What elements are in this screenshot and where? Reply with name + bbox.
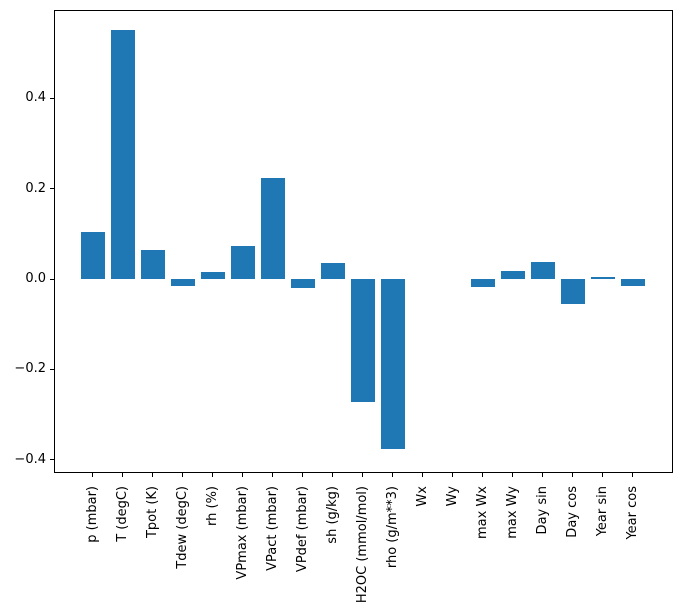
y-tick-mark	[50, 368, 54, 370]
bar-day-sin	[530, 261, 555, 280]
x-tick-mark	[632, 473, 633, 477]
y-tick-mark	[50, 459, 54, 461]
x-tick-label-text: Day sin	[534, 486, 550, 535]
x-tick-mark	[122, 473, 123, 477]
bar-year-cos	[620, 279, 645, 287]
x-tick-mark	[272, 473, 273, 477]
bar-rho-g-m-3	[380, 279, 405, 450]
x-tick-label-text: Tpot (K)	[144, 486, 160, 539]
bar-year-sin	[590, 277, 615, 280]
x-tick-mark	[392, 473, 393, 477]
bar-max-wy	[500, 270, 525, 279]
x-tick-mark	[572, 473, 573, 477]
y-tick-mark	[50, 97, 54, 99]
x-tick-label-text: max Wy	[504, 486, 520, 539]
x-tick-mark	[422, 473, 423, 477]
x-tick-label-text: H2OC (mmol/mol)	[354, 486, 370, 604]
bar-vpact-mbar	[260, 178, 285, 280]
x-tick-mark	[542, 473, 543, 477]
x-tick-mark	[242, 473, 243, 477]
bar-h2oc-mmol-mol	[350, 279, 375, 402]
x-tick-label-text: Year cos	[624, 486, 640, 540]
bar-tpot-k	[140, 250, 165, 280]
x-tick-mark	[302, 473, 303, 477]
x-tick-label-text: p (mbar)	[84, 486, 100, 543]
bar-max-wx	[470, 279, 495, 287]
bar-vpdef-mbar	[290, 279, 315, 288]
bar-rh	[200, 271, 225, 280]
x-tick-label-text: VPdef (mbar)	[294, 486, 310, 573]
x-tick-label-text: sh (g/kg)	[324, 486, 340, 544]
bar-p-mbar	[80, 231, 105, 280]
x-tick-mark	[512, 473, 513, 477]
bar-tdew-degc	[170, 279, 195, 286]
bar-vpmax-mbar	[230, 246, 255, 280]
y-tick-label: −0.4	[14, 451, 46, 467]
x-tick-label-text: VPact (mbar)	[264, 486, 280, 571]
x-tick-mark	[332, 473, 333, 477]
y-tick-label: 0.0	[25, 271, 46, 287]
x-tick-mark	[452, 473, 453, 477]
x-tick-label-text: rh (%)	[204, 486, 220, 526]
x-tick-mark	[182, 473, 183, 477]
x-tick-label-text: Day cos	[564, 486, 580, 538]
x-tick-mark	[362, 473, 363, 477]
x-tick-label-text: rho (g/m**3)	[384, 486, 400, 569]
x-tick-label-text: Tdew (degC)	[174, 486, 190, 569]
bar-sh-g-kg	[320, 263, 345, 280]
x-tick-label-text: VPmax (mbar)	[234, 486, 250, 580]
y-tick-label: −0.2	[14, 361, 46, 377]
x-tick-mark	[212, 473, 213, 477]
x-tick-label-text: max Wx	[474, 486, 490, 540]
x-tick-label-text: Wx	[414, 486, 430, 507]
x-tick-label-text: Wy	[444, 486, 460, 507]
x-tick-mark	[482, 473, 483, 477]
y-tick-mark	[50, 278, 54, 280]
y-tick-mark	[50, 188, 54, 190]
x-tick-mark	[92, 473, 93, 477]
x-tick-label-text: Year sin	[594, 486, 610, 537]
x-tick-mark	[152, 473, 153, 477]
bar-day-cos	[560, 279, 585, 304]
x-tick-label-text: T (degC)	[114, 486, 130, 542]
y-tick-label: 0.2	[25, 180, 46, 196]
bar-t-degc	[110, 29, 135, 280]
y-tick-label: 0.4	[25, 90, 46, 106]
x-tick-mark	[602, 473, 603, 477]
